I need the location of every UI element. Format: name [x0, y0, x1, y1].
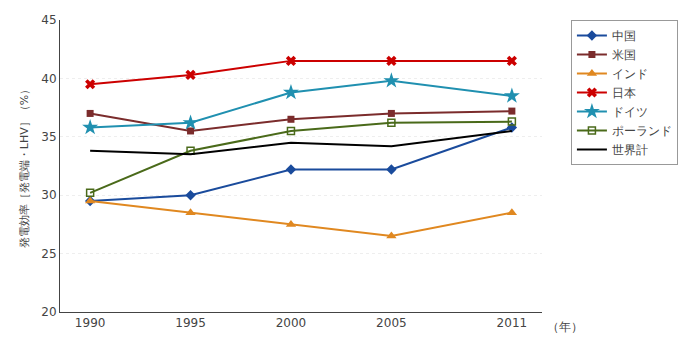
svg-text:中国: 中国	[612, 29, 636, 43]
svg-text:2000: 2000	[276, 316, 307, 330]
svg-text:ドイツ: ドイツ	[612, 105, 648, 119]
svg-text:45: 45	[41, 13, 56, 27]
svg-text:日本: 日本	[612, 86, 636, 100]
svg-text:1990: 1990	[75, 316, 106, 330]
svg-text:40: 40	[41, 72, 56, 86]
svg-text:1995: 1995	[175, 316, 206, 330]
svg-text:ポーランド: ポーランド	[612, 124, 672, 138]
svg-text:20: 20	[41, 305, 56, 319]
svg-text:2005: 2005	[376, 316, 407, 330]
svg-text:25: 25	[41, 247, 56, 261]
svg-text:発電効率［発電端・LHV］（%）: 発電効率［発電端・LHV］（%）	[18, 84, 31, 248]
svg-text:米国: 米国	[612, 48, 636, 62]
svg-text:世界計: 世界計	[612, 143, 648, 157]
svg-text:（年）: （年）	[547, 320, 583, 334]
svg-text:35: 35	[41, 130, 56, 144]
svg-text:30: 30	[41, 188, 56, 202]
svg-text:2011: 2011	[497, 316, 528, 330]
svg-text:インド: インド	[612, 67, 648, 81]
